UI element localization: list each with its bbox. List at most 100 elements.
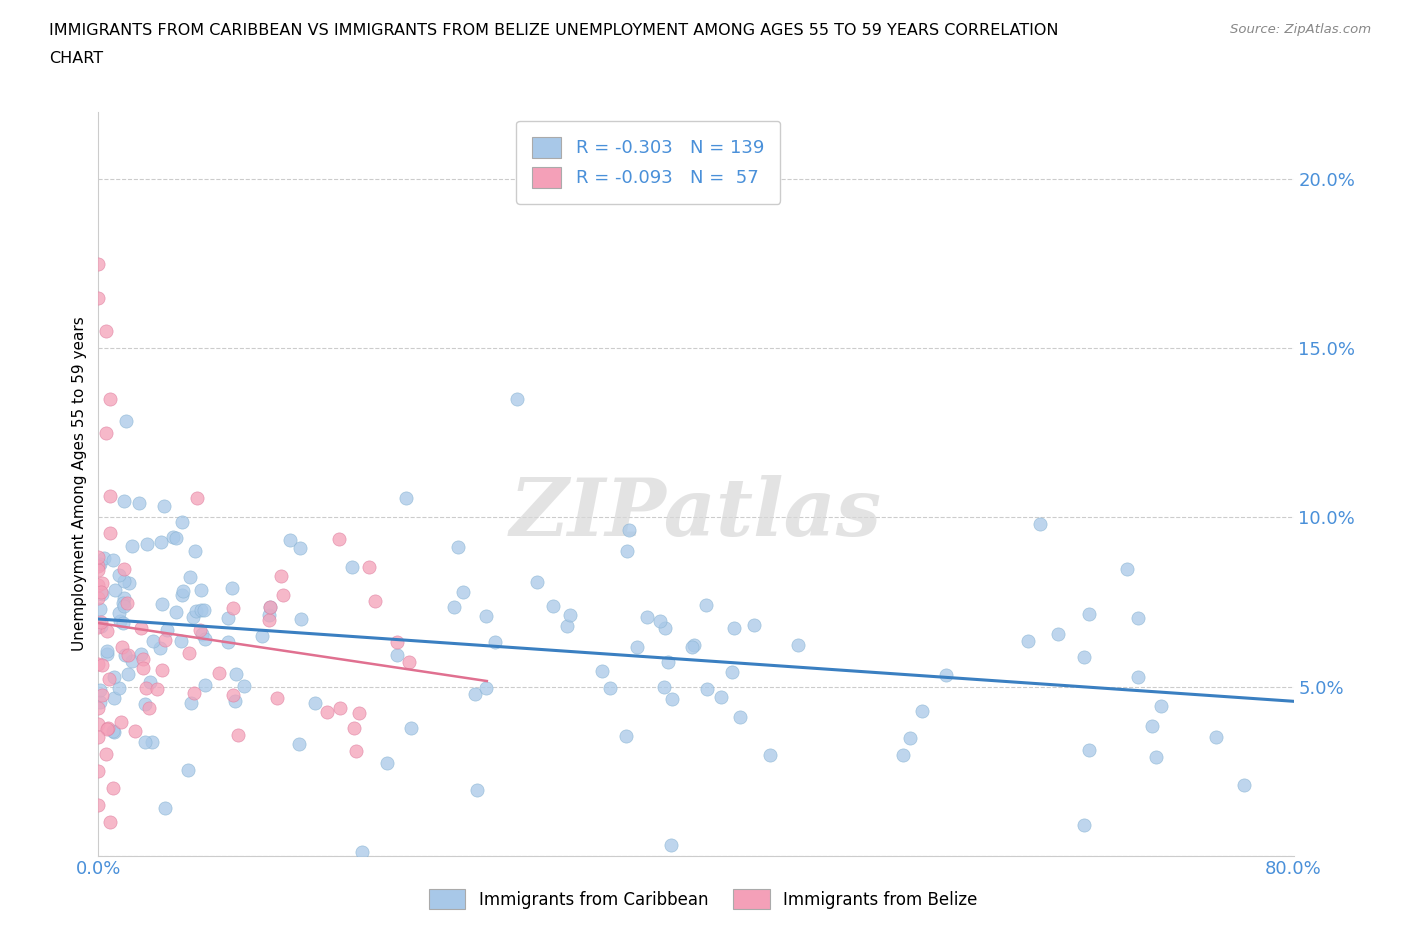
Point [112, 598, 135, 613]
Point [91, 575, 114, 590]
Point [132, 651, 155, 666]
Point [728, 710, 751, 724]
Point [136, 537, 159, 551]
Point [290, 612, 312, 627]
Point [1140, 719, 1163, 734]
Point [278, 533, 301, 548]
Point [101, 724, 124, 738]
Point [935, 668, 957, 683]
Point [108, 681, 131, 696]
Point [1073, 650, 1095, 665]
Point [443, 600, 465, 615]
Point [103, 780, 125, 795]
Point [94, 425, 117, 440]
Point [87, 559, 110, 574]
Point [1149, 698, 1171, 713]
Point [98, 488, 121, 503]
Point [115, 596, 138, 611]
Point [1126, 610, 1149, 625]
Point [166, 530, 188, 545]
Point [222, 601, 245, 616]
Point [90, 688, 112, 703]
Point [129, 647, 152, 662]
Point [304, 696, 326, 711]
Point [89, 694, 111, 709]
Point [1126, 670, 1149, 684]
Point [89, 682, 111, 697]
Point [683, 638, 706, 653]
Point [259, 600, 281, 615]
Point [128, 496, 150, 511]
Point [90, 585, 112, 600]
Point [190, 627, 212, 642]
Point [111, 616, 134, 631]
Point [636, 610, 658, 625]
Point [190, 582, 212, 597]
Point [111, 640, 134, 655]
Point [165, 604, 187, 619]
Y-axis label: Unemployment Among Ages 55 to 59 years: Unemployment Among Ages 55 to 59 years [72, 316, 87, 651]
Point [742, 618, 765, 632]
Point [103, 724, 125, 739]
Point [87, 578, 110, 592]
Point [188, 623, 211, 638]
Point [395, 491, 418, 506]
Point [375, 755, 398, 770]
Point [398, 655, 420, 670]
Point [526, 575, 548, 590]
Point [657, 655, 679, 670]
Point [1047, 627, 1070, 642]
Point [349, 706, 371, 721]
Point [1029, 516, 1052, 531]
Point [723, 620, 745, 635]
Point [90, 619, 112, 634]
Point [108, 613, 131, 628]
Point [96, 644, 118, 658]
Point [162, 529, 184, 544]
Point [112, 591, 135, 605]
Point [124, 724, 146, 738]
Point [506, 392, 529, 406]
Point [464, 686, 486, 701]
Point [149, 535, 172, 550]
Point [103, 553, 125, 568]
Point [385, 647, 408, 662]
Point [695, 598, 717, 613]
Point [786, 637, 808, 652]
Point [87, 716, 110, 731]
Point [96, 647, 118, 662]
Point [364, 594, 387, 609]
Point [172, 583, 194, 598]
Point [96, 722, 118, 737]
Point [170, 633, 193, 648]
Point [1077, 606, 1099, 621]
Point [183, 686, 205, 701]
Point [233, 678, 256, 693]
Point [90, 615, 112, 630]
Point [1144, 750, 1167, 764]
Point [87, 764, 110, 778]
Point [98, 525, 121, 540]
Point [225, 667, 247, 682]
Point [650, 614, 672, 629]
Point [98, 392, 122, 406]
Point [193, 603, 215, 618]
Point [177, 645, 200, 660]
Point [108, 605, 131, 620]
Point [180, 696, 202, 711]
Point [614, 729, 637, 744]
Point [94, 747, 117, 762]
Point [194, 678, 217, 693]
Point [1073, 817, 1095, 832]
Point [555, 618, 578, 633]
Point [652, 680, 675, 695]
Point [90, 587, 112, 602]
Point [259, 607, 281, 622]
Point [134, 696, 156, 711]
Text: IMMIGRANTS FROM CARIBBEAN VS IMMIGRANTS FROM BELIZE UNEMPLOYMENT AMONG AGES 55 T: IMMIGRANTS FROM CARIBBEAN VS IMMIGRANTS … [49, 23, 1059, 38]
Point [87, 550, 110, 565]
Point [93, 551, 115, 565]
Point [170, 587, 193, 602]
Point [328, 532, 350, 547]
Point [484, 634, 506, 649]
